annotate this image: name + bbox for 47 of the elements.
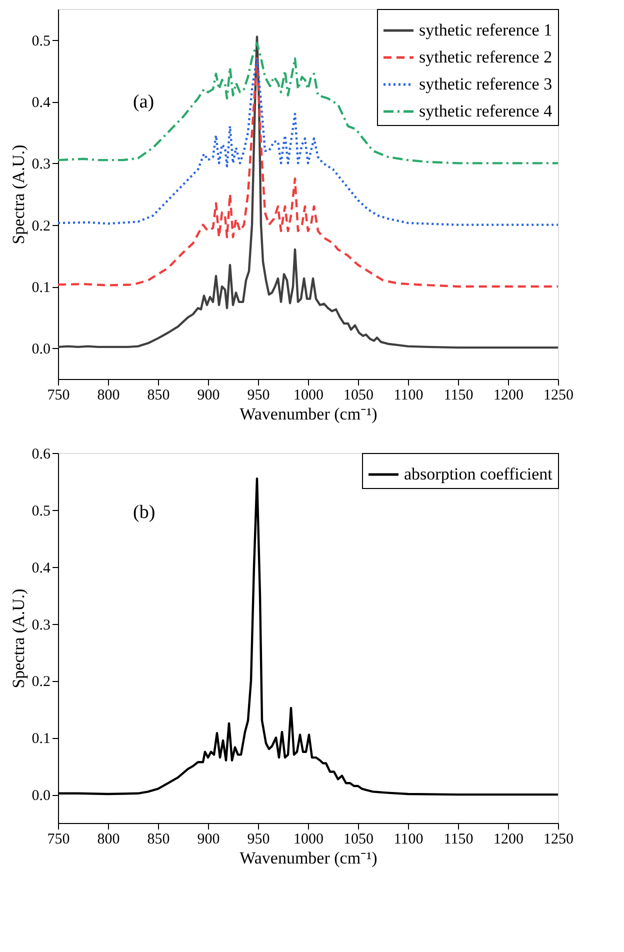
y-tick-label: 0.1 bbox=[32, 731, 50, 748]
x-axis-title: Wavenumber (cm⁻¹) bbox=[240, 848, 378, 868]
x-tick-label: 1250 bbox=[544, 832, 574, 848]
y-tick-label: 0.5 bbox=[32, 33, 50, 50]
y-tick-label: 0.2 bbox=[32, 674, 50, 690]
y-tick-label: 0.0 bbox=[32, 788, 50, 804]
x-tick-label: 1250 bbox=[544, 388, 574, 404]
x-tick-label: 900 bbox=[197, 388, 220, 404]
x-tick-label: 1100 bbox=[394, 388, 424, 404]
y-tick-label: 0.4 bbox=[32, 560, 51, 576]
y-tick-label: 0.3 bbox=[32, 617, 50, 634]
x-tick-label: 1150 bbox=[444, 388, 474, 404]
x-tick-label: 850 bbox=[147, 832, 170, 848]
x-tick-label: 1050 bbox=[344, 832, 374, 848]
x-tick-label: 1200 bbox=[494, 388, 524, 404]
x-tick-label: 750 bbox=[47, 832, 70, 848]
legend-label: sythetic reference 1 bbox=[419, 20, 552, 40]
legend-label: sythetic reference 4 bbox=[419, 102, 553, 120]
x-axis-title: Wavenumber (cm⁻¹) bbox=[240, 404, 378, 424]
x-tick-label: 750 bbox=[47, 388, 70, 404]
y-tick-label: 0.2 bbox=[32, 218, 50, 234]
y-tick-label: 0.5 bbox=[32, 503, 50, 520]
y-axis-title: Spectra (A.U.) bbox=[8, 144, 28, 244]
legend-label: sythetic reference 3 bbox=[419, 74, 552, 94]
x-tick-label: 1100 bbox=[394, 832, 424, 848]
legend-label: absorption coefficient bbox=[404, 464, 553, 484]
x-tick-label: 1150 bbox=[444, 832, 474, 848]
y-tick-label: 0.1 bbox=[32, 280, 50, 296]
y-axis-title: Spectra (A.U.) bbox=[8, 588, 28, 688]
y-tick-label: 0.0 bbox=[32, 342, 50, 358]
x-tick-label: 900 bbox=[197, 832, 220, 848]
annotation: (b) bbox=[133, 502, 156, 524]
y-tick-label: 0.6 bbox=[32, 446, 51, 462]
x-tick-label: 1000 bbox=[294, 832, 324, 848]
y-tick-label: 0.3 bbox=[32, 156, 50, 173]
annotation: (a) bbox=[133, 92, 154, 112]
legend-label: sythetic reference 2 bbox=[419, 48, 552, 66]
x-tick-label: 950 bbox=[247, 388, 270, 404]
x-tick-label: 1000 bbox=[294, 388, 324, 404]
x-tick-label: 1200 bbox=[494, 832, 524, 848]
line-series bbox=[58, 42, 558, 164]
x-tick-label: 800 bbox=[97, 388, 120, 404]
x-tick-label: 1050 bbox=[344, 388, 374, 404]
y-tick-label: 0.4 bbox=[32, 95, 51, 111]
x-tick-label: 800 bbox=[97, 832, 120, 848]
x-tick-label: 850 bbox=[147, 388, 170, 404]
x-tick-label: 950 bbox=[247, 832, 270, 848]
